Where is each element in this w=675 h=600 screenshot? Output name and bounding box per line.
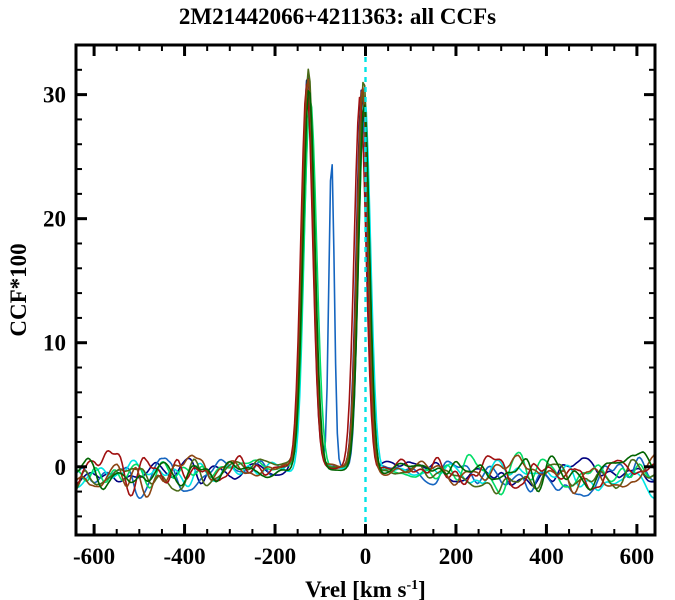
ccf-curves-layer [77, 68, 654, 500]
x-tick-label: -400 [163, 544, 205, 569]
x-axis-title: Vrel [km s-1] [305, 577, 426, 600]
y-tick-label: 30 [43, 83, 66, 108]
x-tick-label: 600 [620, 544, 655, 569]
y-tick-label: 20 [43, 207, 66, 232]
x-tick-label: 200 [439, 544, 474, 569]
axes-frame-layer [74, 43, 657, 537]
x-tick-label: 400 [529, 544, 564, 569]
y-tick-label: 0 [55, 455, 67, 480]
x-tick-label: 0 [360, 544, 372, 569]
y-axis-title: CCF*100 [6, 243, 31, 336]
axis-labels-layer: -600 -400 -200 0 200 400 600 0 10 20 30 Vrel [km s-… [6, 83, 654, 600]
page-title: 2M21442066+4211363: all CCFs [178, 4, 497, 29]
y-tick-label: 10 [43, 331, 66, 356]
x-tick-label: -200 [254, 544, 296, 569]
x-tick-label: -600 [73, 544, 115, 569]
